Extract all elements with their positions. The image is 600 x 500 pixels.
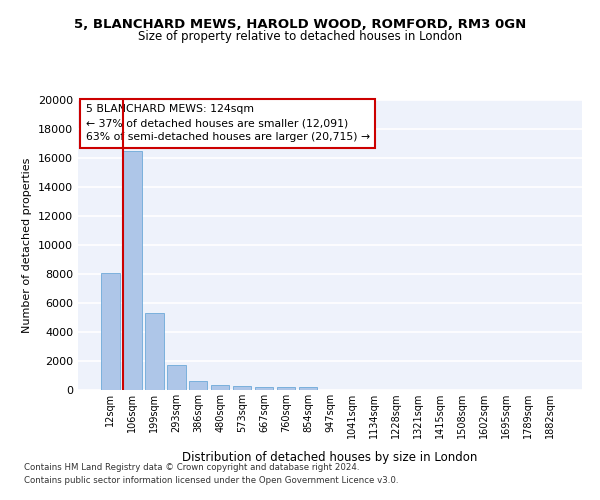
Bar bbox=[277, 388, 295, 390]
Bar bbox=[101, 272, 119, 390]
Bar bbox=[167, 364, 185, 390]
Text: Distribution of detached houses by size in London: Distribution of detached houses by size … bbox=[182, 451, 478, 464]
Text: 5, BLANCHARD MEWS, HAROLD WOOD, ROMFORD, RM3 0GN: 5, BLANCHARD MEWS, HAROLD WOOD, ROMFORD,… bbox=[74, 18, 526, 30]
Y-axis label: Number of detached properties: Number of detached properties bbox=[22, 158, 32, 332]
Bar bbox=[299, 387, 317, 390]
Bar bbox=[233, 386, 251, 390]
Bar bbox=[211, 385, 229, 390]
Text: 5 BLANCHARD MEWS: 124sqm
← 37% of detached houses are smaller (12,091)
63% of se: 5 BLANCHARD MEWS: 124sqm ← 37% of detach… bbox=[86, 104, 370, 142]
Text: Contains HM Land Registry data © Crown copyright and database right 2024.: Contains HM Land Registry data © Crown c… bbox=[24, 464, 359, 472]
Bar bbox=[123, 151, 142, 390]
Text: Contains public sector information licensed under the Open Government Licence v3: Contains public sector information licen… bbox=[24, 476, 398, 485]
Bar bbox=[255, 387, 274, 390]
Text: Size of property relative to detached houses in London: Size of property relative to detached ho… bbox=[138, 30, 462, 43]
Bar bbox=[189, 380, 208, 390]
Bar bbox=[145, 313, 164, 390]
